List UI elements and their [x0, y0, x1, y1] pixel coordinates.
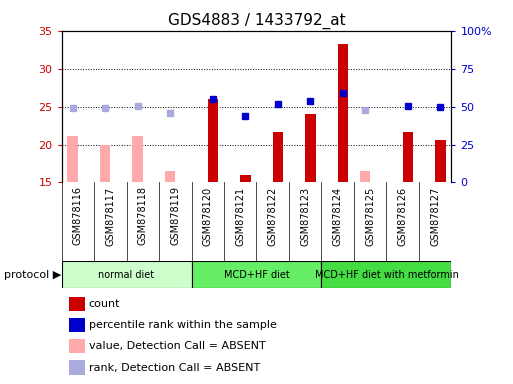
Title: GDS4883 / 1433792_at: GDS4883 / 1433792_at — [168, 13, 345, 29]
Bar — [403, 132, 413, 182]
Bar — [69, 318, 85, 332]
Bar — [305, 114, 315, 182]
Text: GSM878123: GSM878123 — [300, 186, 310, 245]
Text: MCD+HF diet: MCD+HF diet — [224, 270, 289, 280]
Text: GSM878121: GSM878121 — [235, 186, 245, 245]
Bar — [100, 144, 110, 182]
Bar — [191, 261, 322, 288]
Bar — [62, 261, 191, 288]
Text: count: count — [89, 299, 121, 309]
Text: GSM878120: GSM878120 — [203, 186, 213, 245]
Text: rank, Detection Call = ABSENT: rank, Detection Call = ABSENT — [89, 362, 260, 372]
Bar — [322, 261, 451, 288]
Text: MCD+HF diet with metformin: MCD+HF diet with metformin — [314, 270, 459, 280]
Bar — [69, 297, 85, 311]
Bar — [132, 136, 143, 182]
Bar — [165, 171, 175, 182]
Text: value, Detection Call = ABSENT: value, Detection Call = ABSENT — [89, 341, 266, 351]
Bar — [67, 136, 78, 182]
Text: GSM878116: GSM878116 — [73, 186, 83, 245]
Text: GSM878126: GSM878126 — [398, 186, 408, 245]
Bar — [338, 44, 348, 182]
Text: GSM878124: GSM878124 — [333, 186, 343, 245]
Text: GSM878122: GSM878122 — [268, 186, 278, 246]
Bar — [208, 99, 218, 182]
Bar — [360, 171, 370, 182]
Text: GSM878127: GSM878127 — [430, 186, 440, 246]
Text: normal diet: normal diet — [98, 270, 154, 280]
Text: GSM878125: GSM878125 — [365, 186, 375, 246]
Bar — [69, 339, 85, 353]
Text: GSM878119: GSM878119 — [170, 186, 180, 245]
Text: percentile rank within the sample: percentile rank within the sample — [89, 320, 277, 330]
Bar — [435, 140, 446, 182]
Text: protocol ▶: protocol ▶ — [4, 270, 62, 280]
Text: GSM878118: GSM878118 — [138, 186, 148, 245]
Bar — [69, 361, 85, 374]
Text: GSM878117: GSM878117 — [105, 186, 115, 245]
Bar — [240, 175, 251, 182]
Bar — [273, 132, 283, 182]
